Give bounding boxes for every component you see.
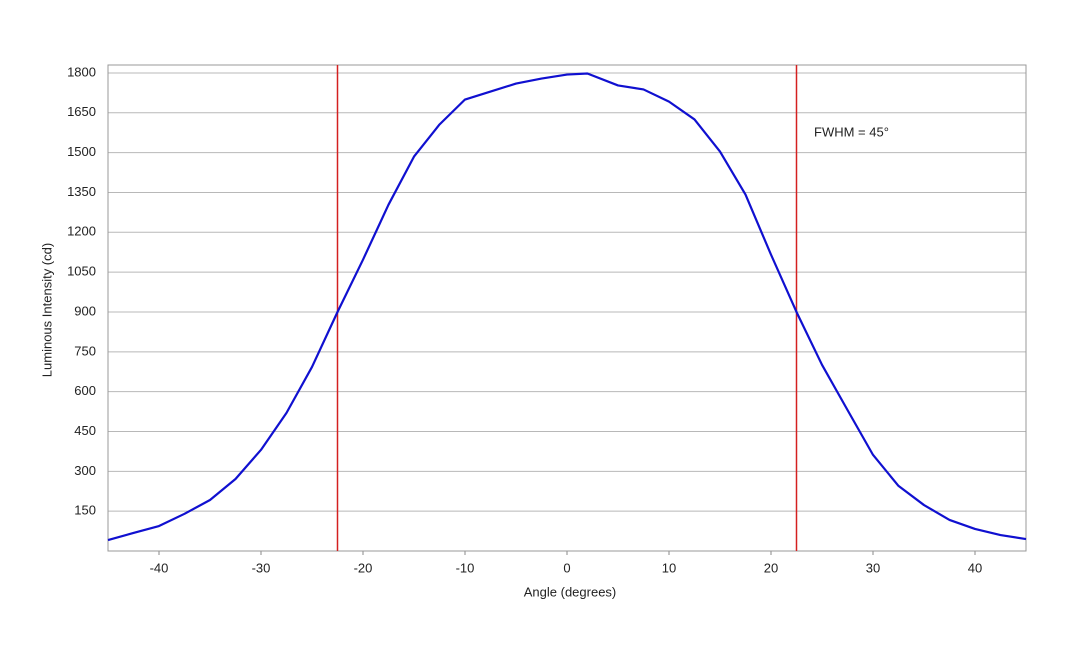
y-tick-label: 1350 [67,184,96,199]
x-tick-label: -40 [150,560,169,575]
x-tick-label: 30 [866,560,880,575]
x-tick-label: 0 [563,560,570,575]
y-tick-label: 150 [74,503,96,518]
y-tick-label: 750 [74,343,96,358]
y-tick-label: 1050 [67,264,96,279]
annotation: FWHM = 45° [814,124,889,139]
y-tick-label: 1200 [67,224,96,239]
y-tick-label: 900 [74,303,96,318]
y-tick-label: 300 [74,463,96,478]
y-tick-label: 600 [74,383,96,398]
data-line [107,72,1027,542]
x-tick-label: 10 [662,560,676,575]
x-tick-label: -20 [354,560,373,575]
y-tick-label: 450 [74,423,96,438]
y-tick-label: 1800 [67,64,96,79]
x-tick-label: -30 [252,560,271,575]
y-axis-label: Luminous Intensity (cd) [39,243,54,377]
plot-frame [107,64,1027,552]
x-tick-label: 40 [968,560,982,575]
x-tick-label: -10 [456,560,475,575]
y-tick-label: 1650 [67,104,96,119]
y-tick-label: 1500 [67,144,96,159]
x-axis-label: Angle (degrees) [524,584,617,599]
x-tick-label: 20 [764,560,778,575]
